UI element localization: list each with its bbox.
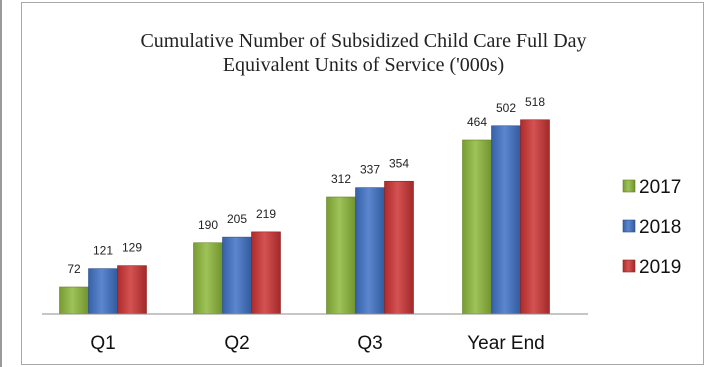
bar-2019-q1 bbox=[117, 265, 147, 315]
chart-frame: Cumulative Number of Subsidized Child Ca… bbox=[21, 2, 704, 365]
x-tick-label-q1: Q1 bbox=[90, 333, 115, 354]
data-label-2019-q1: 129 bbox=[122, 241, 142, 255]
bar-2019-q3 bbox=[384, 180, 414, 315]
data-label-2019-year-end: 518 bbox=[525, 95, 545, 109]
data-label-2018-q2: 205 bbox=[227, 212, 247, 226]
legend: 2017 2018 2019 bbox=[622, 177, 681, 278]
bar-2017-q3 bbox=[326, 196, 356, 315]
chart-title-line-2: Equivalent Units of Service ('000s) bbox=[222, 54, 505, 76]
labels-layer: 72 121 129 Q1 190 205 219 Q2 312 337 354 Q3 464 502 51… bbox=[67, 95, 545, 354]
bar-2018-q3 bbox=[355, 187, 385, 315]
legend-swatch-2019 bbox=[622, 259, 636, 273]
bars-layer bbox=[59, 119, 550, 315]
bar-2017-q2 bbox=[193, 242, 223, 315]
bar-2018-q2 bbox=[222, 236, 252, 315]
legend-swatch-2018 bbox=[622, 219, 636, 233]
bar-2018-q1 bbox=[88, 268, 118, 315]
data-label-2019-q3: 354 bbox=[389, 156, 409, 170]
legend-swatch-2017 bbox=[622, 179, 636, 193]
x-tick-label-q3: Q3 bbox=[357, 333, 382, 354]
bar-2017-year-end bbox=[462, 139, 492, 315]
legend-label-2017: 2017 bbox=[639, 177, 681, 198]
bar-2017-q1 bbox=[59, 286, 89, 315]
data-label-2019-q2: 219 bbox=[256, 207, 276, 221]
data-label-2018-q1: 121 bbox=[93, 244, 113, 258]
bar-2018-year-end bbox=[491, 125, 521, 315]
bar-2019-year-end bbox=[520, 119, 550, 315]
x-tick-label-year-end: Year End bbox=[467, 333, 544, 354]
chart-title-line-1: Cumulative Number of Subsidized Child Ca… bbox=[140, 30, 587, 52]
bar-chart: 72 121 129 Q1 190 205 219 Q2 312 337 354 Q3 464 502 51… bbox=[42, 95, 681, 354]
data-label-2017-year-end: 464 bbox=[467, 115, 487, 129]
page-left-edge bbox=[0, 0, 2, 367]
x-tick-label-q2: Q2 bbox=[224, 333, 249, 354]
chart-title: Cumulative Number of Subsidized Child Ca… bbox=[22, 29, 705, 77]
data-label-2018-q3: 337 bbox=[360, 163, 380, 177]
legend-label-2018: 2018 bbox=[639, 217, 681, 238]
data-label-2017-q3: 312 bbox=[331, 172, 351, 186]
bar-2019-q2 bbox=[251, 231, 281, 315]
legend-label-2019: 2019 bbox=[639, 257, 681, 278]
data-label-2017-q1: 72 bbox=[67, 262, 81, 276]
data-label-2018-year-end: 502 bbox=[496, 101, 516, 115]
data-label-2017-q2: 190 bbox=[198, 218, 218, 232]
